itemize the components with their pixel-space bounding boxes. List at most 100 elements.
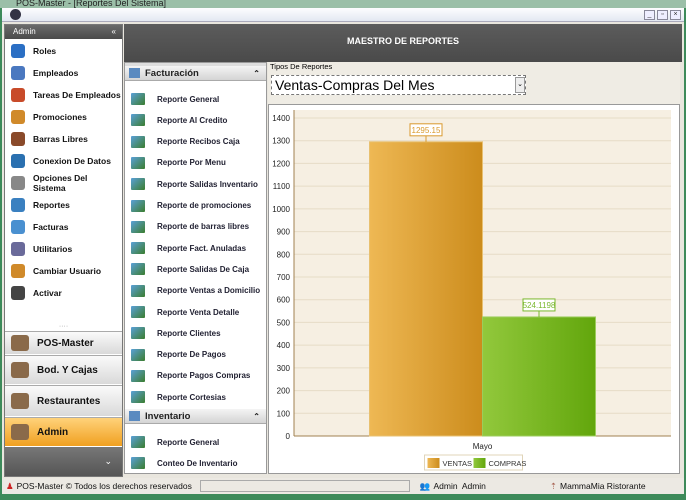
nav-button-bod-y-cajas[interactable]: Bod. Y Cajas <box>5 355 122 384</box>
y-tick-label: 1000 <box>272 205 290 214</box>
data-label: 524.1198 <box>523 301 556 310</box>
bar-ventas <box>369 141 483 437</box>
y-tick-label: 100 <box>277 409 291 418</box>
report-chart-icon <box>131 156 145 169</box>
user-icon: 👥 <box>419 480 431 491</box>
sidebar-item-cambiar-usuario[interactable]: Cambiar Usuario <box>11 261 121 281</box>
report-item[interactable]: Reporte Venta Detalle <box>131 303 266 321</box>
report-item[interactable]: Reporte General <box>131 433 266 451</box>
y-tick-label: 1200 <box>272 159 290 168</box>
app-icon[interactable] <box>10 9 21 20</box>
sidebar-item-facturas[interactable]: Facturas <box>11 217 121 237</box>
report-item[interactable]: Reporte Al Credito <box>131 111 266 129</box>
y-tick-label: 1300 <box>272 137 290 146</box>
report-chart-icon <box>131 93 145 105</box>
y-tick-label: 0 <box>286 432 291 441</box>
sidebar-item-roles[interactable]: Roles <box>11 41 121 61</box>
current-user: Admin Admin <box>433 481 486 491</box>
sidebar-item-empleados[interactable]: Empleados <box>11 63 121 83</box>
report-item[interactable]: Reporte General <box>131 90 266 108</box>
sidebar-item-utilitarios[interactable]: Utilitarios <box>11 239 121 259</box>
collapse-icon[interactable]: « <box>111 27 116 36</box>
user-role-icon <box>11 44 25 58</box>
sidebar-item-label: Reportes <box>33 200 70 210</box>
report-item[interactable]: Reporte Fact. Anuladas <box>131 239 266 257</box>
sidebar-item-label: Activar <box>33 288 62 298</box>
sidebar-item-promociones[interactable]: Promociones <box>11 107 121 127</box>
sidebar-item-reportes[interactable]: Reportes <box>11 195 121 215</box>
sidebar-item-label: Facturas <box>33 222 69 232</box>
data-label-box <box>522 298 556 312</box>
restaurant-icon: ⇡ <box>549 480 558 491</box>
report-chart-icon <box>131 242 145 255</box>
report-item[interactable]: Reporte Pagos Compras <box>131 367 266 385</box>
legend-swatch-compras <box>473 458 486 468</box>
sidebar-item-label: Conexion De Datos <box>33 156 111 166</box>
restaurant-icon <box>11 393 29 409</box>
group-header-0[interactable]: Facturación ⌃ <box>125 66 266 81</box>
minimize-button[interactable]: _ <box>644 10 655 20</box>
report-item[interactable]: Reporte Salidas De Caja <box>131 260 266 278</box>
data-label: 1295.15 <box>412 126 441 135</box>
globe-icon <box>11 154 25 168</box>
sidebar-item-barras-libres[interactable]: Barras Libres <box>11 129 121 149</box>
report-item[interactable]: Conteo De Inventario <box>131 454 266 472</box>
sidebar-item-label: Utilitarios <box>33 244 73 254</box>
report-item[interactable]: Reporte Recibos Caja <box>131 133 266 151</box>
sidebar-item-label: Barras Libres <box>33 134 88 144</box>
nav-button-restaurantes[interactable]: Restaurantes <box>5 385 122 416</box>
y-tick-label: 900 <box>277 228 291 237</box>
data-label-box <box>409 123 443 137</box>
warehouse-icon <box>11 362 29 378</box>
close-button[interactable]: × <box>670 10 681 20</box>
pos-icon <box>11 335 29 351</box>
legend-label: VENTAS <box>443 459 472 468</box>
legend-swatch-ventas <box>427 458 440 468</box>
chart-icon <box>11 198 25 212</box>
calendar-promo-icon <box>11 110 25 124</box>
collapse-chevron-icon[interactable]: ⌃ <box>253 412 260 421</box>
sidebar-item-label: Tareas De Empleados <box>33 90 121 100</box>
sidebar: Admin « Roles Empleados Tareas De Empleados… <box>4 24 123 477</box>
nav-button-admin[interactable]: Admin <box>5 417 122 446</box>
y-tick-label: 1100 <box>273 182 291 191</box>
report-type-select[interactable]: Ventas-Compras Del Mes <box>271 75 526 95</box>
nav-overflow-button[interactable]: ⌄ <box>5 447 122 476</box>
report-chart-icon <box>131 220 145 233</box>
restore-button[interactable]: ▫ <box>657 10 668 20</box>
report-chart-icon <box>131 199 145 212</box>
page-title: MAESTRO DE REPORTES <box>124 24 682 62</box>
report-chart-icon <box>131 114 145 127</box>
nav-button-pos-master[interactable]: POS-Master <box>5 331 122 354</box>
y-tick-label: 600 <box>277 296 291 305</box>
y-tick-label: 400 <box>277 341 291 350</box>
report-item[interactable]: Reporte Salidas Inventario <box>131 175 266 193</box>
scroll-up-button[interactable] <box>125 63 266 66</box>
sidebar-header: Admin « <box>5 25 122 39</box>
admin-icon <box>11 424 29 440</box>
sidebar-item-conexion-de-datos[interactable]: Conexion De Datos <box>11 151 121 171</box>
sidebar-item-tareas-de-empleados[interactable]: Tareas De Empleados <box>11 85 121 105</box>
collapse-chevron-icon[interactable]: ⌃ <box>253 69 260 78</box>
report-item[interactable]: Reporte Por Menu <box>131 154 266 172</box>
report-item[interactable]: Reporte De Pagos <box>131 346 266 364</box>
group-header-1[interactable]: Inventario ⌃ <box>125 409 266 424</box>
dropdown-chevron-icon[interactable]: ⌄ <box>515 77 525 93</box>
sidebar-item-opciones-del-sistema[interactable]: Opciones Del Sistema <box>11 173 121 193</box>
bar-icon <box>11 132 25 146</box>
report-item[interactable]: Reporte Cortesias <box>131 388 266 406</box>
report-chart-icon <box>131 391 145 404</box>
status-bar: ♟ POS-Master © Todos los derechos reserv… <box>2 478 684 494</box>
y-tick-label: 200 <box>277 387 291 396</box>
calendar-icon <box>11 88 25 102</box>
splitter[interactable]: ···· <box>58 323 69 330</box>
sidebar-item-label: Cambiar Usuario <box>33 266 102 276</box>
report-item[interactable]: Reporte de promociones <box>131 197 266 215</box>
sidebar-item-activar[interactable]: Activar <box>11 283 121 303</box>
copyright-text: POS-Master © Todos los derechos reservad… <box>16 481 192 491</box>
report-item[interactable]: Reporte de barras libres <box>131 218 266 236</box>
report-chart-icon <box>131 284 145 297</box>
report-item[interactable]: Reporte Clientes <box>131 324 266 342</box>
pos-logo-icon: ♟ <box>6 480 14 491</box>
report-item[interactable]: Reporte Ventas a Domicilio <box>131 282 266 300</box>
